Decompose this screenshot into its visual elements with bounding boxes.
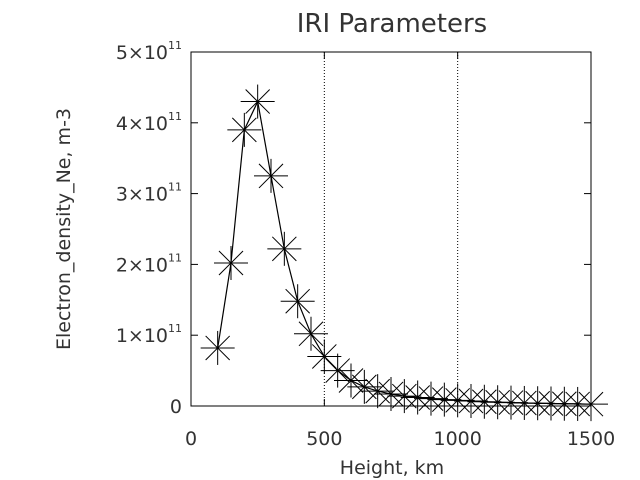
data-point (440, 383, 475, 418)
series-line (217, 99, 592, 405)
y-tick-label: 5×1011 (116, 39, 182, 64)
data-point (400, 380, 435, 415)
y-tick-label: 3×1011 (116, 181, 182, 206)
data-point (334, 363, 368, 398)
chart-title: IRI Parameters (297, 9, 487, 39)
plot-area (190, 51, 608, 422)
data-point (454, 384, 488, 419)
data-point (280, 284, 315, 319)
y-tick-labels: 0 1×1011 2×1011 3×1011 4×1011 5×1011 (116, 39, 182, 418)
data-point (414, 381, 448, 416)
data-point (240, 84, 275, 119)
data-point (254, 158, 288, 193)
data-point (214, 245, 248, 280)
data-point (347, 369, 382, 404)
y-tick-label: 1×1011 (116, 322, 182, 347)
y-tick-label: 2×1011 (116, 251, 182, 276)
x-axis-ticks (190, 52, 592, 406)
data-point (427, 382, 462, 417)
data-point (360, 374, 395, 409)
data-point (267, 231, 302, 266)
series-markers (200, 84, 608, 422)
reference-lines (323, 52, 459, 406)
x-tick-label: 0 (185, 428, 197, 450)
data-point (200, 330, 235, 365)
data-point (294, 316, 328, 351)
data-point (574, 387, 608, 422)
data-point (320, 353, 355, 388)
x-tick-label: 1000 (433, 428, 481, 450)
plot-frame (190, 51, 592, 407)
data-point (227, 112, 262, 147)
x-tick-label: 1500 (567, 428, 615, 450)
y-axis-label: Electron_density_Ne, m-3 (53, 108, 75, 350)
x-axis-label: Height, km (340, 457, 444, 479)
data-point (307, 339, 342, 374)
y-tick-label: 4×1011 (116, 110, 182, 135)
x-tick-label: 500 (306, 428, 342, 450)
y-tick-label: 0 (170, 396, 182, 418)
x-tick-labels: 0 500 1000 1500 (185, 428, 615, 450)
y-axis-ticks (191, 51, 591, 407)
